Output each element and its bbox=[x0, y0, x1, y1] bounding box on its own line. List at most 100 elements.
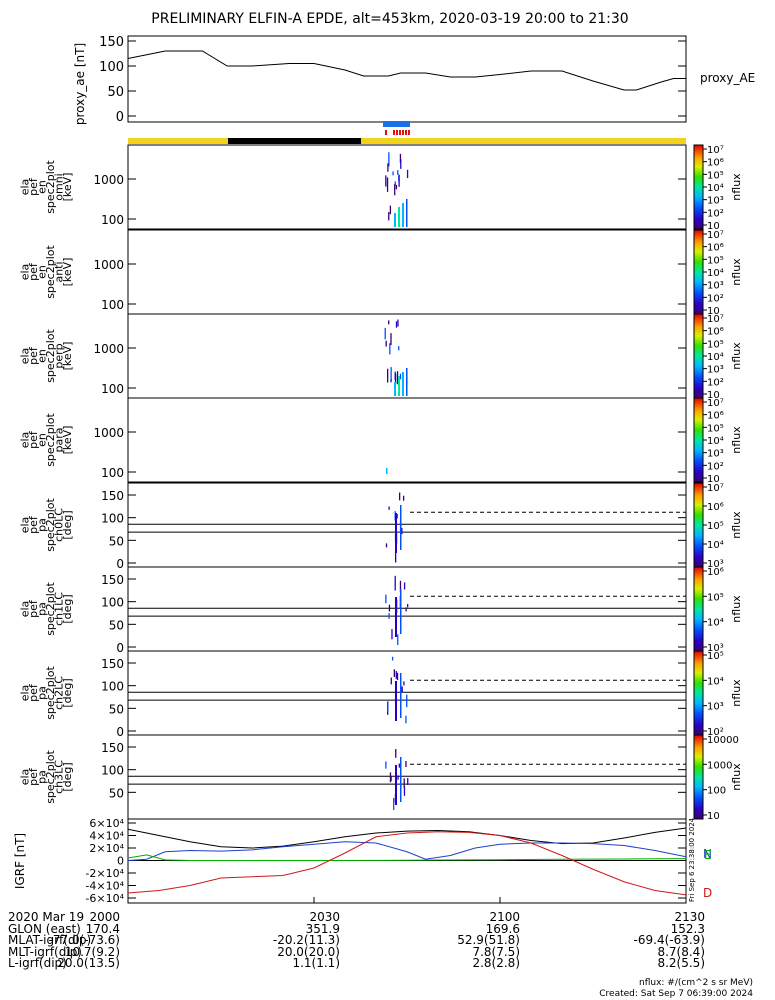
data-streak bbox=[406, 169, 409, 179]
proxy-ae-line bbox=[127, 50, 686, 91]
panel-ylabel-word: pef bbox=[27, 767, 40, 786]
data-streak bbox=[395, 671, 397, 679]
red-mark bbox=[402, 130, 404, 135]
colorbar bbox=[693, 566, 704, 652]
colorbar-tick-label: 10³ bbox=[707, 365, 724, 376]
ytick-label: 1000 bbox=[93, 342, 124, 356]
ephemeris-row-label: MLT-igrf(dip) bbox=[8, 944, 82, 959]
data-streak bbox=[407, 777, 409, 785]
colorbar-tick-label: 10⁵ bbox=[707, 521, 724, 532]
panel-ylabel-word: pef bbox=[27, 177, 40, 196]
ephemeris-cell: 170.4 bbox=[85, 921, 120, 936]
energy-spectrogram-panel: elapefenspec2plotperp[keV]10010001010²10… bbox=[19, 313, 743, 401]
side-stamp: Fri Sep 6 23:38:00 2024 bbox=[688, 817, 696, 902]
ephemeris-cell: 20.0(20.0) bbox=[277, 944, 340, 959]
data-streak bbox=[398, 174, 400, 187]
ephemeris-cell: 8.2(5.5) bbox=[657, 956, 705, 971]
igrf-ylabel: IGRF [nT] bbox=[13, 833, 27, 889]
panel-ylabel-word: ela bbox=[19, 179, 32, 196]
colorbar bbox=[693, 313, 704, 399]
data-streak bbox=[398, 763, 400, 768]
ephemeris-cell: -69.4(-63.9) bbox=[633, 933, 705, 948]
ephemeris-cell: 2000 bbox=[89, 910, 120, 924]
colorbar bbox=[693, 650, 704, 736]
data-streak bbox=[394, 181, 396, 186]
colorbar-tick-label: 10 bbox=[707, 221, 720, 232]
red-mark bbox=[408, 130, 410, 135]
colorbar-tick-label: 1000 bbox=[707, 760, 732, 771]
ytick-label: 0 bbox=[116, 557, 124, 571]
panel-ylabel-word: pef bbox=[27, 262, 40, 281]
ytick-label: 0 bbox=[117, 855, 124, 868]
panel-ylabel-word: spec2plot bbox=[44, 750, 57, 804]
colorbar-tick-label: 10⁵ bbox=[707, 255, 724, 266]
red-mark bbox=[396, 130, 398, 135]
ytick-label: 150 bbox=[101, 489, 124, 503]
data-streak bbox=[390, 379, 392, 383]
ephemeris-cell: 7.8(7.5) bbox=[472, 944, 520, 959]
ytick-label: 0 bbox=[116, 641, 124, 655]
data-streak bbox=[400, 505, 402, 550]
data-streak bbox=[400, 757, 402, 802]
colorbar-tick-label: 10⁴ bbox=[707, 540, 724, 551]
plot-title: PRELIMINARY ELFIN-A EPDE, alt=453km, 202… bbox=[151, 11, 628, 27]
data-streak bbox=[388, 152, 390, 167]
ytick-label: 1000 bbox=[93, 258, 124, 272]
panel-ylabel-word: [keV] bbox=[61, 173, 74, 202]
proxy-ae-right-label: proxy_AE bbox=[700, 71, 755, 85]
colorbar-tick-label: 10³ bbox=[707, 281, 724, 292]
colorbar bbox=[693, 229, 704, 315]
colorbar-tick-label: 10⁶ bbox=[707, 158, 724, 169]
panel-ylabel-word: ch0LC bbox=[53, 508, 66, 542]
panel-frame bbox=[127, 397, 687, 483]
panel-ylabel-word: [deg] bbox=[61, 762, 74, 791]
ytick-label: 2×10⁴ bbox=[89, 842, 124, 855]
panel-ylabel-word: spec2plot bbox=[44, 498, 57, 552]
ytick-label: -4×10⁴ bbox=[85, 880, 124, 893]
data-streak bbox=[385, 594, 387, 604]
panel-ylabel-word: pa bbox=[36, 602, 49, 616]
data-streak bbox=[395, 513, 397, 553]
panel-ylabel-word: perp bbox=[53, 343, 66, 368]
data-streak bbox=[403, 786, 406, 796]
colorbar-label: nflux bbox=[730, 763, 743, 791]
proxy-ae-panel: 0 50 100 150 proxy_ae [nT] proxy_AE bbox=[73, 35, 755, 125]
created-note: Created: Sat Sep 7 06:39:00 2024 bbox=[599, 989, 753, 999]
data-streak bbox=[402, 372, 404, 396]
ephemeris-cell: 8.7(8.4) bbox=[657, 944, 705, 959]
colorbar-tick-label: 10⁷ bbox=[707, 314, 724, 325]
data-streak bbox=[395, 749, 397, 758]
data-streak bbox=[402, 495, 405, 501]
panel-ylabel-word: [deg] bbox=[61, 594, 74, 623]
ytick-label: 4×10⁴ bbox=[89, 830, 124, 843]
ytick-label: 100 bbox=[99, 60, 124, 75]
panel-frame bbox=[127, 229, 687, 315]
proxy-ae-frame bbox=[127, 35, 687, 123]
panel-ylabel-word: ela bbox=[19, 517, 32, 534]
colorbar-tick-label: 10⁴ bbox=[707, 618, 724, 629]
data-streak bbox=[388, 604, 391, 612]
data-streak bbox=[400, 159, 402, 169]
igrf-line-E bbox=[127, 854, 687, 861]
data-streak bbox=[385, 761, 387, 769]
data-streak bbox=[403, 582, 406, 590]
panel-ylabel-word: anti bbox=[53, 261, 66, 282]
ephemeris-cell: 2100 bbox=[489, 910, 520, 924]
ytick-label: 50 bbox=[109, 702, 124, 716]
ytick-label: 100 bbox=[101, 298, 124, 312]
colorbar-tick-label: 10 bbox=[707, 474, 720, 485]
panel-ylabel-word: en bbox=[36, 433, 49, 447]
data-streak bbox=[397, 775, 399, 780]
data-streak bbox=[400, 673, 402, 718]
ytick-label: 100 bbox=[101, 466, 124, 480]
data-streak bbox=[384, 327, 386, 340]
colorbar-tick-label: 10⁵ bbox=[707, 651, 724, 662]
colorbar-tick-label: 10³ bbox=[707, 643, 724, 654]
colorbar-tick-label: 10000 bbox=[707, 735, 739, 746]
data-streak bbox=[403, 681, 405, 686]
panel-ylabel-word: ela bbox=[19, 769, 32, 786]
ytick-label: 50 bbox=[107, 85, 124, 100]
data-streak bbox=[388, 320, 390, 325]
